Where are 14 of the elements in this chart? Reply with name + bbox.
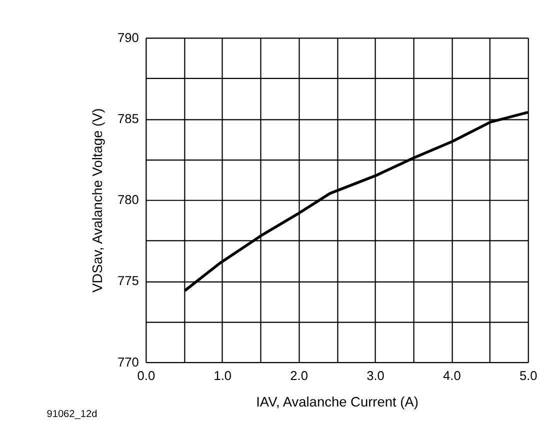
text: 91062_12d: [46, 409, 98, 420]
y-tick-label: 775: [117, 273, 139, 288]
x-tick-label: 0.0: [137, 368, 156, 384]
y-tick-label: 780: [117, 192, 139, 208]
y-tick-label: 785: [117, 110, 139, 126]
x-tick-label: 3.0: [366, 368, 384, 384]
x-axis-title: IAV, Avalanche Current (A): [256, 394, 418, 410]
x-tick-label: 2.0: [290, 368, 308, 384]
x-tick-label: 4.0: [443, 368, 461, 384]
y-tick-label: 790: [117, 30, 139, 45]
y-axis-title: VDSav, Avalanche Voltage (V): [90, 108, 105, 293]
x-tick-label: 1.0: [214, 368, 232, 384]
x-tick-label: 5.0: [519, 368, 538, 384]
y-tick-label: 770: [117, 354, 139, 370]
